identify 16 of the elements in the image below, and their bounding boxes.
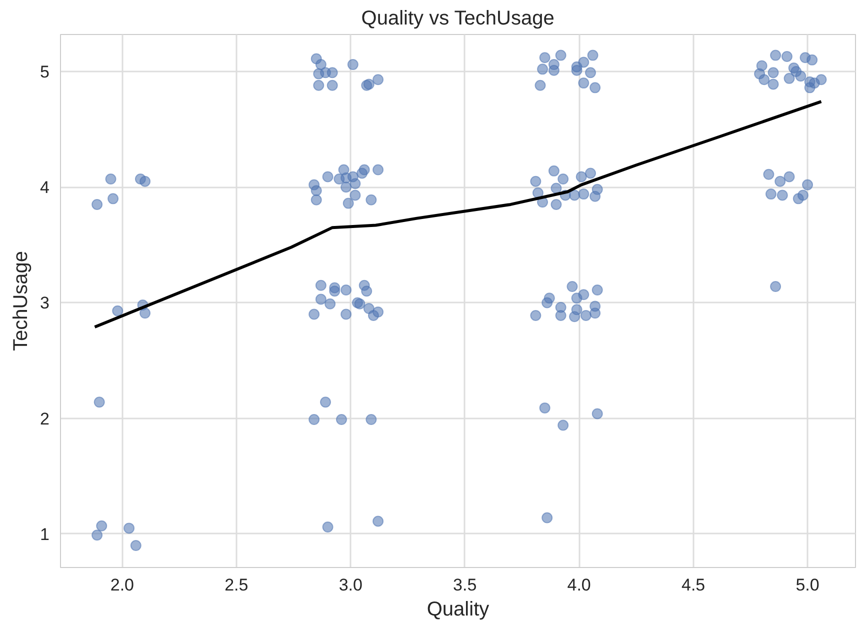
y-tick-label: 2 — [40, 409, 50, 428]
x-tick-label: 2.0 — [110, 576, 134, 594]
line-series — [93, 100, 823, 329]
x-tick-label: 5.0 — [796, 576, 820, 594]
chart-title: Quality vs TechUsage — [361, 8, 554, 30]
x-tick-label: 4.5 — [681, 576, 706, 594]
x-tick-label: 3.0 — [338, 576, 362, 594]
x-tick-label: 4.0 — [567, 576, 591, 594]
x-tick-label: 2.5 — [224, 576, 248, 594]
y-tick-label: 5 — [40, 62, 50, 82]
y-tick-label: 3 — [40, 294, 50, 313]
x-axis-title: Quality — [426, 598, 490, 620]
y-tick-label: 1 — [40, 524, 50, 544]
x-tick-label: 3.5 — [453, 576, 477, 594]
y-axis-title: TechUsage — [10, 250, 32, 352]
y-tick-label: 4 — [40, 178, 50, 198]
